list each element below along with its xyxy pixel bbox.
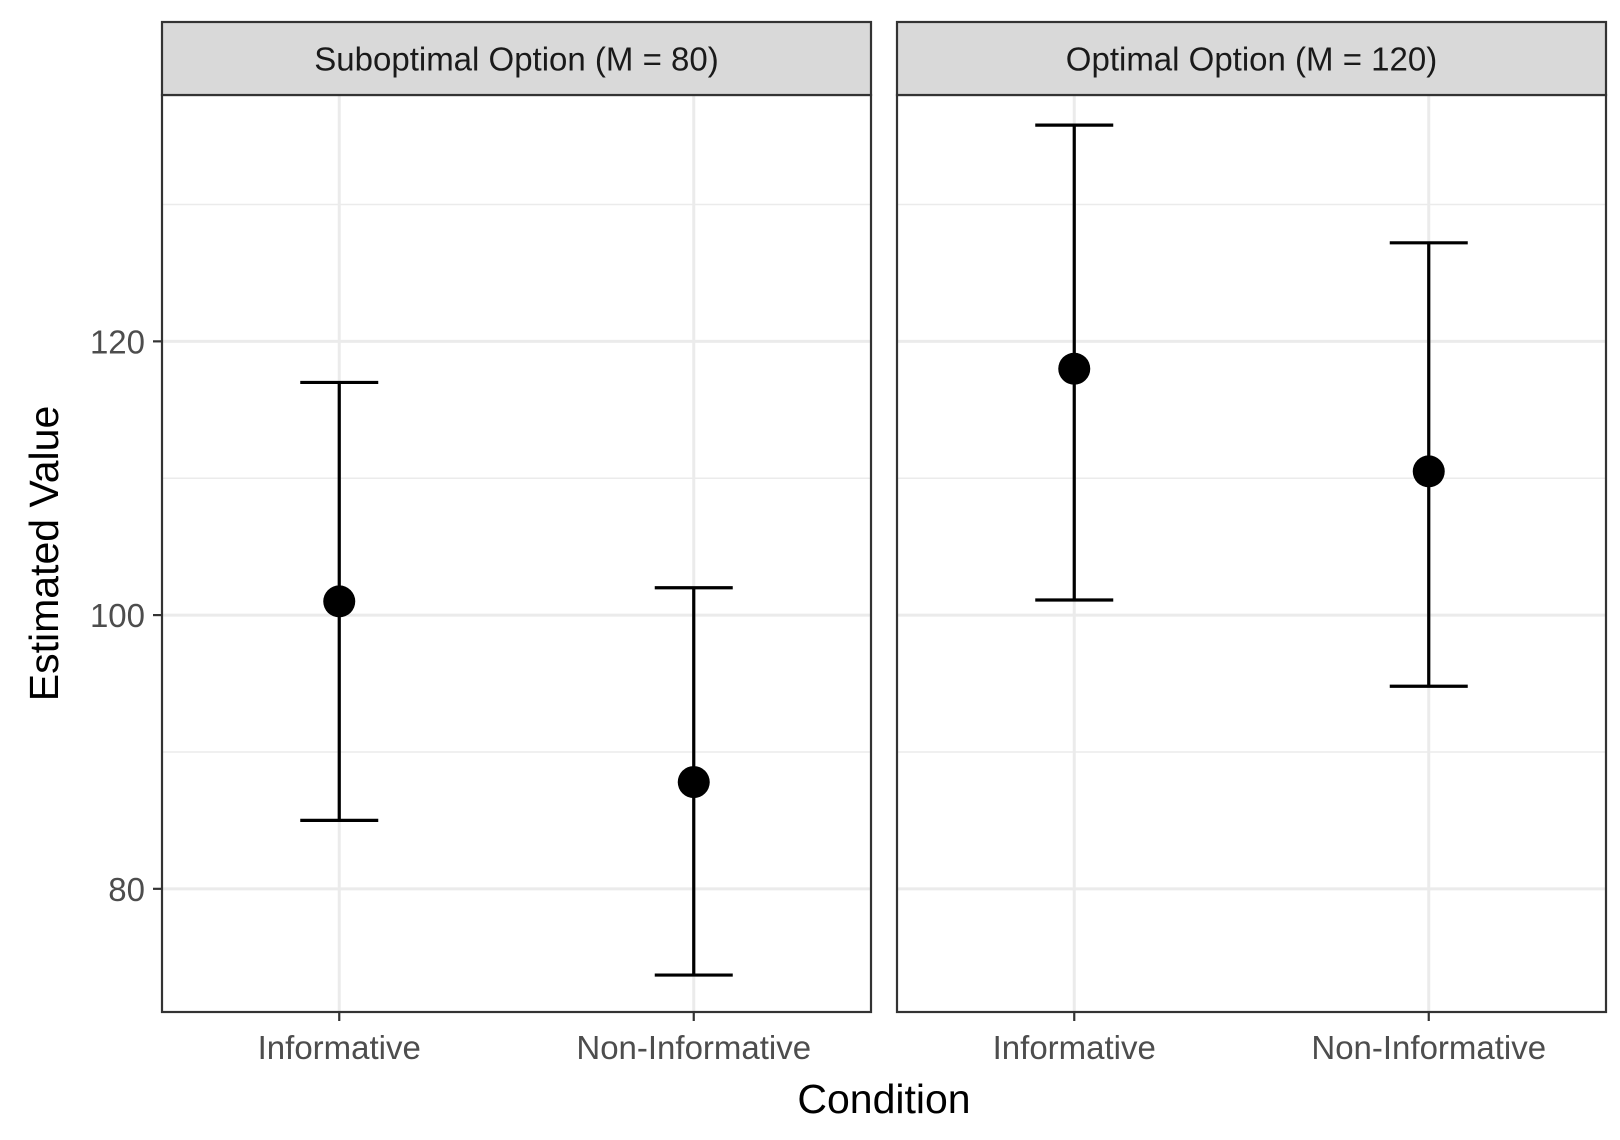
data-point (677, 766, 710, 799)
y-axis-title: Estimated Value (21, 406, 67, 702)
errorbar-2-2 (1389, 241, 1468, 688)
data-point (1412, 455, 1445, 488)
facet-strip (895, 20, 1608, 97)
panel-background (162, 95, 871, 1012)
data-point (323, 585, 356, 618)
facet-strip-label: Suboptimal Option (M = 80) (314, 41, 718, 78)
facet-panel-2: Optimal Option (M = 120) Informative Non-I… (895, 20, 1608, 1066)
data-point (1058, 352, 1091, 385)
facet-strip (160, 20, 873, 97)
facet-panel-1: Suboptimal Option (M = 80) Informative Non… (90, 20, 873, 1066)
x-tick-label: Informative (258, 1029, 421, 1066)
x-tick-label: Non-Informative (576, 1029, 811, 1066)
x-tick-label: Non-Informative (1311, 1029, 1546, 1066)
y-tick-label: 120 (90, 323, 145, 360)
errorbar-1-1 (300, 380, 379, 822)
errorbar-1-2 (654, 586, 733, 977)
panel-background (897, 95, 1606, 1012)
x-axis-title: Condition (797, 1076, 970, 1122)
y-tick-label: 100 (90, 597, 145, 634)
x-tick-label: Informative (993, 1029, 1156, 1066)
y-tick-label: 80 (108, 871, 145, 908)
errorbar-2-1 (1035, 123, 1114, 602)
facet-strip-label: Optimal Option (M = 120) (1066, 41, 1437, 78)
